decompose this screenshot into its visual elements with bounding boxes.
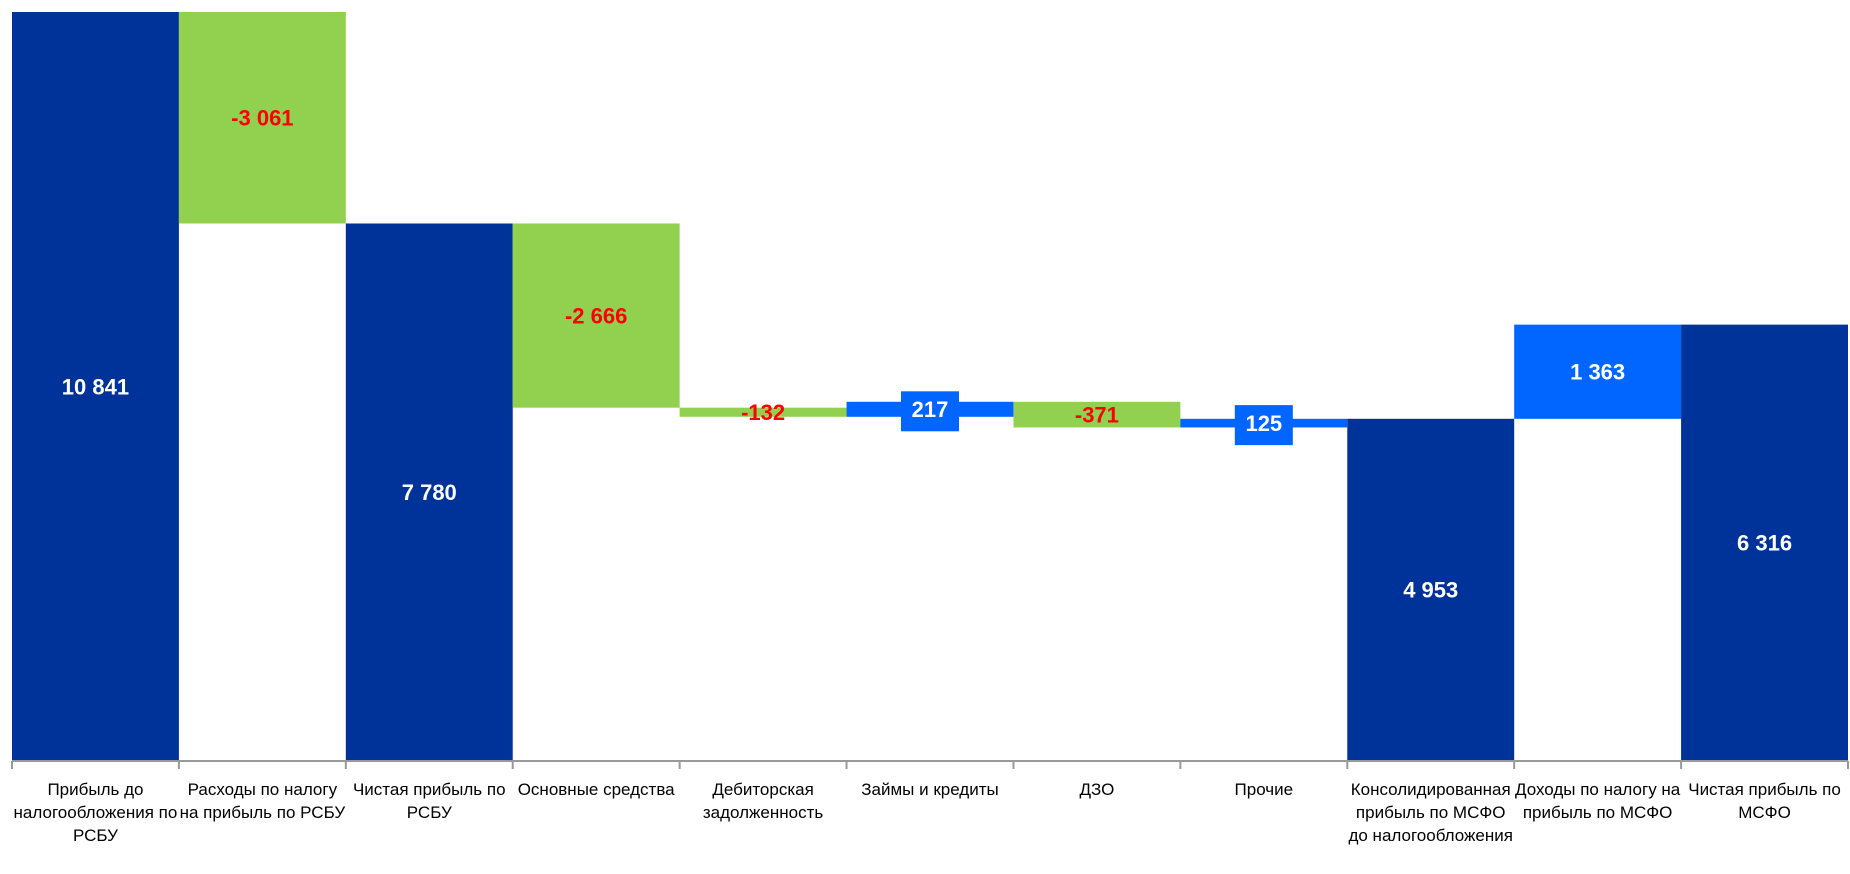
- bar: [1347, 418, 1515, 761]
- value-label: 217: [912, 397, 949, 422]
- value-label: 125: [1245, 411, 1282, 436]
- x-tick-label: ДЗО: [1079, 780, 1115, 799]
- value-label: -3 061: [231, 106, 293, 131]
- bar: [1013, 401, 1181, 428]
- x-tick-label: Займы и кредиты: [861, 780, 999, 799]
- x-tick-label: Основные средства: [517, 780, 675, 799]
- x-tick-label: Доходы по налогу на прибыль по МСФО: [1514, 780, 1681, 822]
- value-label: 4 953: [1403, 578, 1458, 603]
- x-tick-label: Прибыль до налогообложения по РСБУ: [13, 780, 178, 845]
- x-tick-label: Чистая прибыль по РСБУ: [352, 780, 506, 822]
- bar: [178, 12, 346, 224]
- value-label: -2 666: [565, 303, 627, 328]
- value-label: 10 841: [62, 374, 129, 399]
- bar: [1681, 324, 1848, 761]
- x-tick-label: Консолидированная прибыль по МСФО до нал…: [1348, 780, 1513, 845]
- bar: [512, 223, 680, 408]
- x-tick-label: Прочие: [1234, 780, 1294, 799]
- value-label: 7 780: [402, 480, 457, 505]
- value-label: 6 316: [1737, 531, 1792, 556]
- bar: [12, 12, 179, 761]
- label-box: [1568, 353, 1627, 394]
- x-tick-label: Расходы по налогу на прибыль по РСБУ: [179, 780, 346, 822]
- value-label: -371: [1075, 402, 1119, 427]
- bar: [345, 223, 513, 762]
- label-box: [901, 391, 959, 432]
- value-label: -132: [741, 400, 785, 425]
- bar: [679, 407, 847, 417]
- x-tick-label: Дебиторская задолженность: [702, 780, 824, 822]
- value-label: 1 363: [1570, 360, 1625, 385]
- label-box: [1234, 405, 1293, 446]
- x-tick-label: Чистая прибыль по МСФО: [1688, 780, 1841, 822]
